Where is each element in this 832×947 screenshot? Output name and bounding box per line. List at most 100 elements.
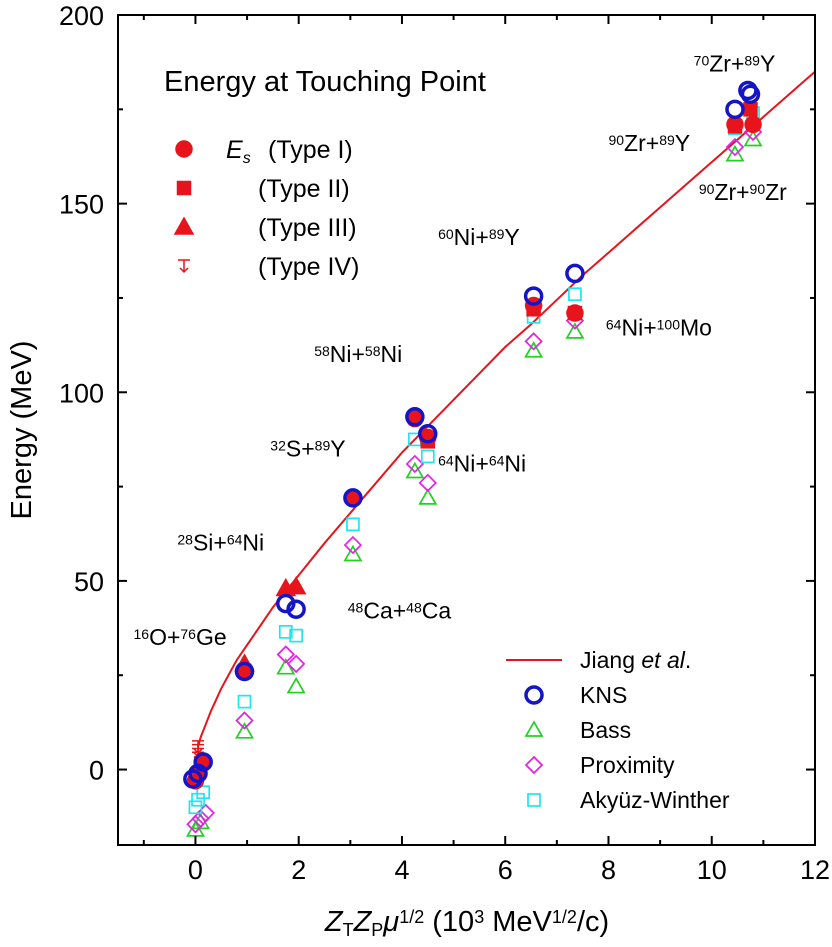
- point-kns: [193, 752, 213, 772]
- type-legend-marker: [176, 180, 192, 196]
- point-bass: [418, 488, 438, 505]
- point-bass: [743, 129, 763, 147]
- point-typeIII: [285, 576, 307, 595]
- type-legend-label: (Type II): [258, 175, 350, 203]
- reaction-label: 90Zr+90Zr: [699, 179, 787, 205]
- legend-label-kns: KNS: [580, 682, 627, 708]
- legend: Jiang et al. KNS Bass Proximity Akyüz-Winthe…: [506, 647, 730, 813]
- point-proximity: [286, 654, 306, 674]
- point-akyuz: [420, 449, 435, 464]
- point-bass: [565, 322, 585, 339]
- reaction-label: 64Ni+100Mo: [606, 315, 712, 341]
- point-typeII: [567, 305, 583, 321]
- point-typeII: [727, 119, 743, 134]
- point-kns: [343, 488, 363, 508]
- reaction-label: 70Zr+89Y: [694, 51, 776, 77]
- point-akyuz: [188, 800, 203, 815]
- x-tick-label: 0: [188, 855, 203, 885]
- legend-label-bass: Bass: [580, 717, 631, 743]
- type-legend-label: (Type III): [258, 214, 357, 242]
- type-legend-label: (Type I): [268, 136, 353, 164]
- point-kns: [725, 99, 745, 120]
- y-tick-label: 50: [74, 567, 104, 597]
- point-akyuz: [237, 694, 252, 709]
- reaction-label: 16O+76Ge: [133, 624, 226, 650]
- point-bass: [725, 144, 745, 162]
- legend-swatch-akyuz: [527, 793, 541, 807]
- reaction-label: 60Ni+89Y: [438, 224, 520, 250]
- type-legend-label: (Type IV): [258, 253, 359, 281]
- point-proximity: [343, 535, 363, 555]
- reaction-label: 90Zr+89Y: [608, 130, 690, 156]
- legend-swatch-kns: [524, 685, 544, 705]
- x-tick-label: 6: [498, 855, 513, 885]
- point-proximity: [196, 803, 215, 823]
- legend-label-jiang: Jiang et al.: [580, 647, 691, 673]
- reaction-label: 64Ni+64Ni: [438, 451, 526, 477]
- point-akyuz: [568, 287, 582, 302]
- point-proximity: [276, 645, 295, 664]
- point-akyuz: [346, 517, 360, 532]
- point-bass: [405, 461, 425, 479]
- point-kns: [276, 593, 296, 614]
- y-axis-label-text: Energy (MeV): [6, 341, 38, 520]
- y-axis-label: Energy (MeV): [6, 341, 38, 520]
- point-kns: [740, 84, 761, 104]
- point-kns: [286, 599, 306, 619]
- type-legend: Es (Type I) (Type II) (Type III) (Type IV): [173, 136, 359, 281]
- point-bass: [286, 676, 306, 694]
- axes-layer: 0 2 4 6 8 10 12 0 50 100 150 200: [59, 1, 830, 885]
- reaction-label: 28Si+64Ni: [177, 530, 264, 556]
- point-bass: [191, 812, 211, 830]
- plot-frame: [117, 14, 816, 846]
- x-tick-label: 8: [601, 855, 616, 885]
- point-proximity: [524, 332, 543, 351]
- point-kns: [234, 661, 255, 682]
- y-tick-label: 0: [89, 756, 104, 786]
- point-kns: [523, 286, 544, 306]
- series-line-jiang: [197, 70, 816, 748]
- legend-swatch-bass: [524, 720, 544, 737]
- type-legend-marker: [178, 259, 190, 274]
- point-proximity: [725, 137, 745, 157]
- marks-layer: [183, 80, 763, 837]
- type-legend-symbol: Es: [226, 136, 251, 167]
- point-kns: [565, 263, 585, 284]
- point-typeI: [744, 115, 762, 134]
- reaction-label: 58Ni+58Ni: [314, 341, 402, 367]
- reaction-label: 32S+89Y: [270, 435, 345, 461]
- point-bass: [343, 544, 363, 562]
- point-bass: [235, 722, 254, 739]
- annotations: 16O+76Ge 28Si+64Ni 32S+89Y 58Ni+58Ni 64Ni+64…: [133, 51, 787, 650]
- point-kns: [418, 424, 438, 444]
- point-akyuz: [278, 624, 293, 639]
- point-bass: [524, 341, 544, 358]
- x-tick-label: 2: [291, 855, 306, 885]
- curve-layer: [197, 70, 816, 748]
- type-legend-marker: [173, 216, 195, 235]
- y-tick-label: 100: [59, 378, 104, 408]
- legend-swatch-proximity: [524, 755, 544, 775]
- x-tick-label: 4: [394, 855, 409, 885]
- point-proximity: [191, 809, 210, 828]
- point-akyuz: [196, 785, 211, 800]
- point-typeII: [743, 102, 758, 117]
- point-proximity: [405, 454, 425, 474]
- point-kns: [405, 407, 425, 427]
- legend-label-akyuz: Akyüz-Winther: [580, 787, 730, 813]
- legend-label-proximity: Proximity: [580, 752, 675, 778]
- type-legend-marker: [175, 140, 193, 158]
- y-tick-label: 150: [59, 190, 104, 220]
- y-tick-label: 200: [59, 1, 104, 31]
- point-proximity: [235, 711, 254, 730]
- reaction-label: 48Ca+48Ca: [348, 598, 452, 624]
- point-kns: [188, 763, 208, 784]
- x-tick-label: 10: [697, 855, 727, 885]
- x-tick-label: 12: [800, 855, 830, 885]
- point-akyuz: [289, 628, 303, 643]
- x-axis-label: ZTZPμ1/2 (103 MeV1/2/c): [324, 906, 609, 940]
- point-proximity: [418, 473, 437, 493]
- chart-title: Energy at Touching Point: [164, 66, 486, 98]
- point-proximity: [186, 815, 205, 834]
